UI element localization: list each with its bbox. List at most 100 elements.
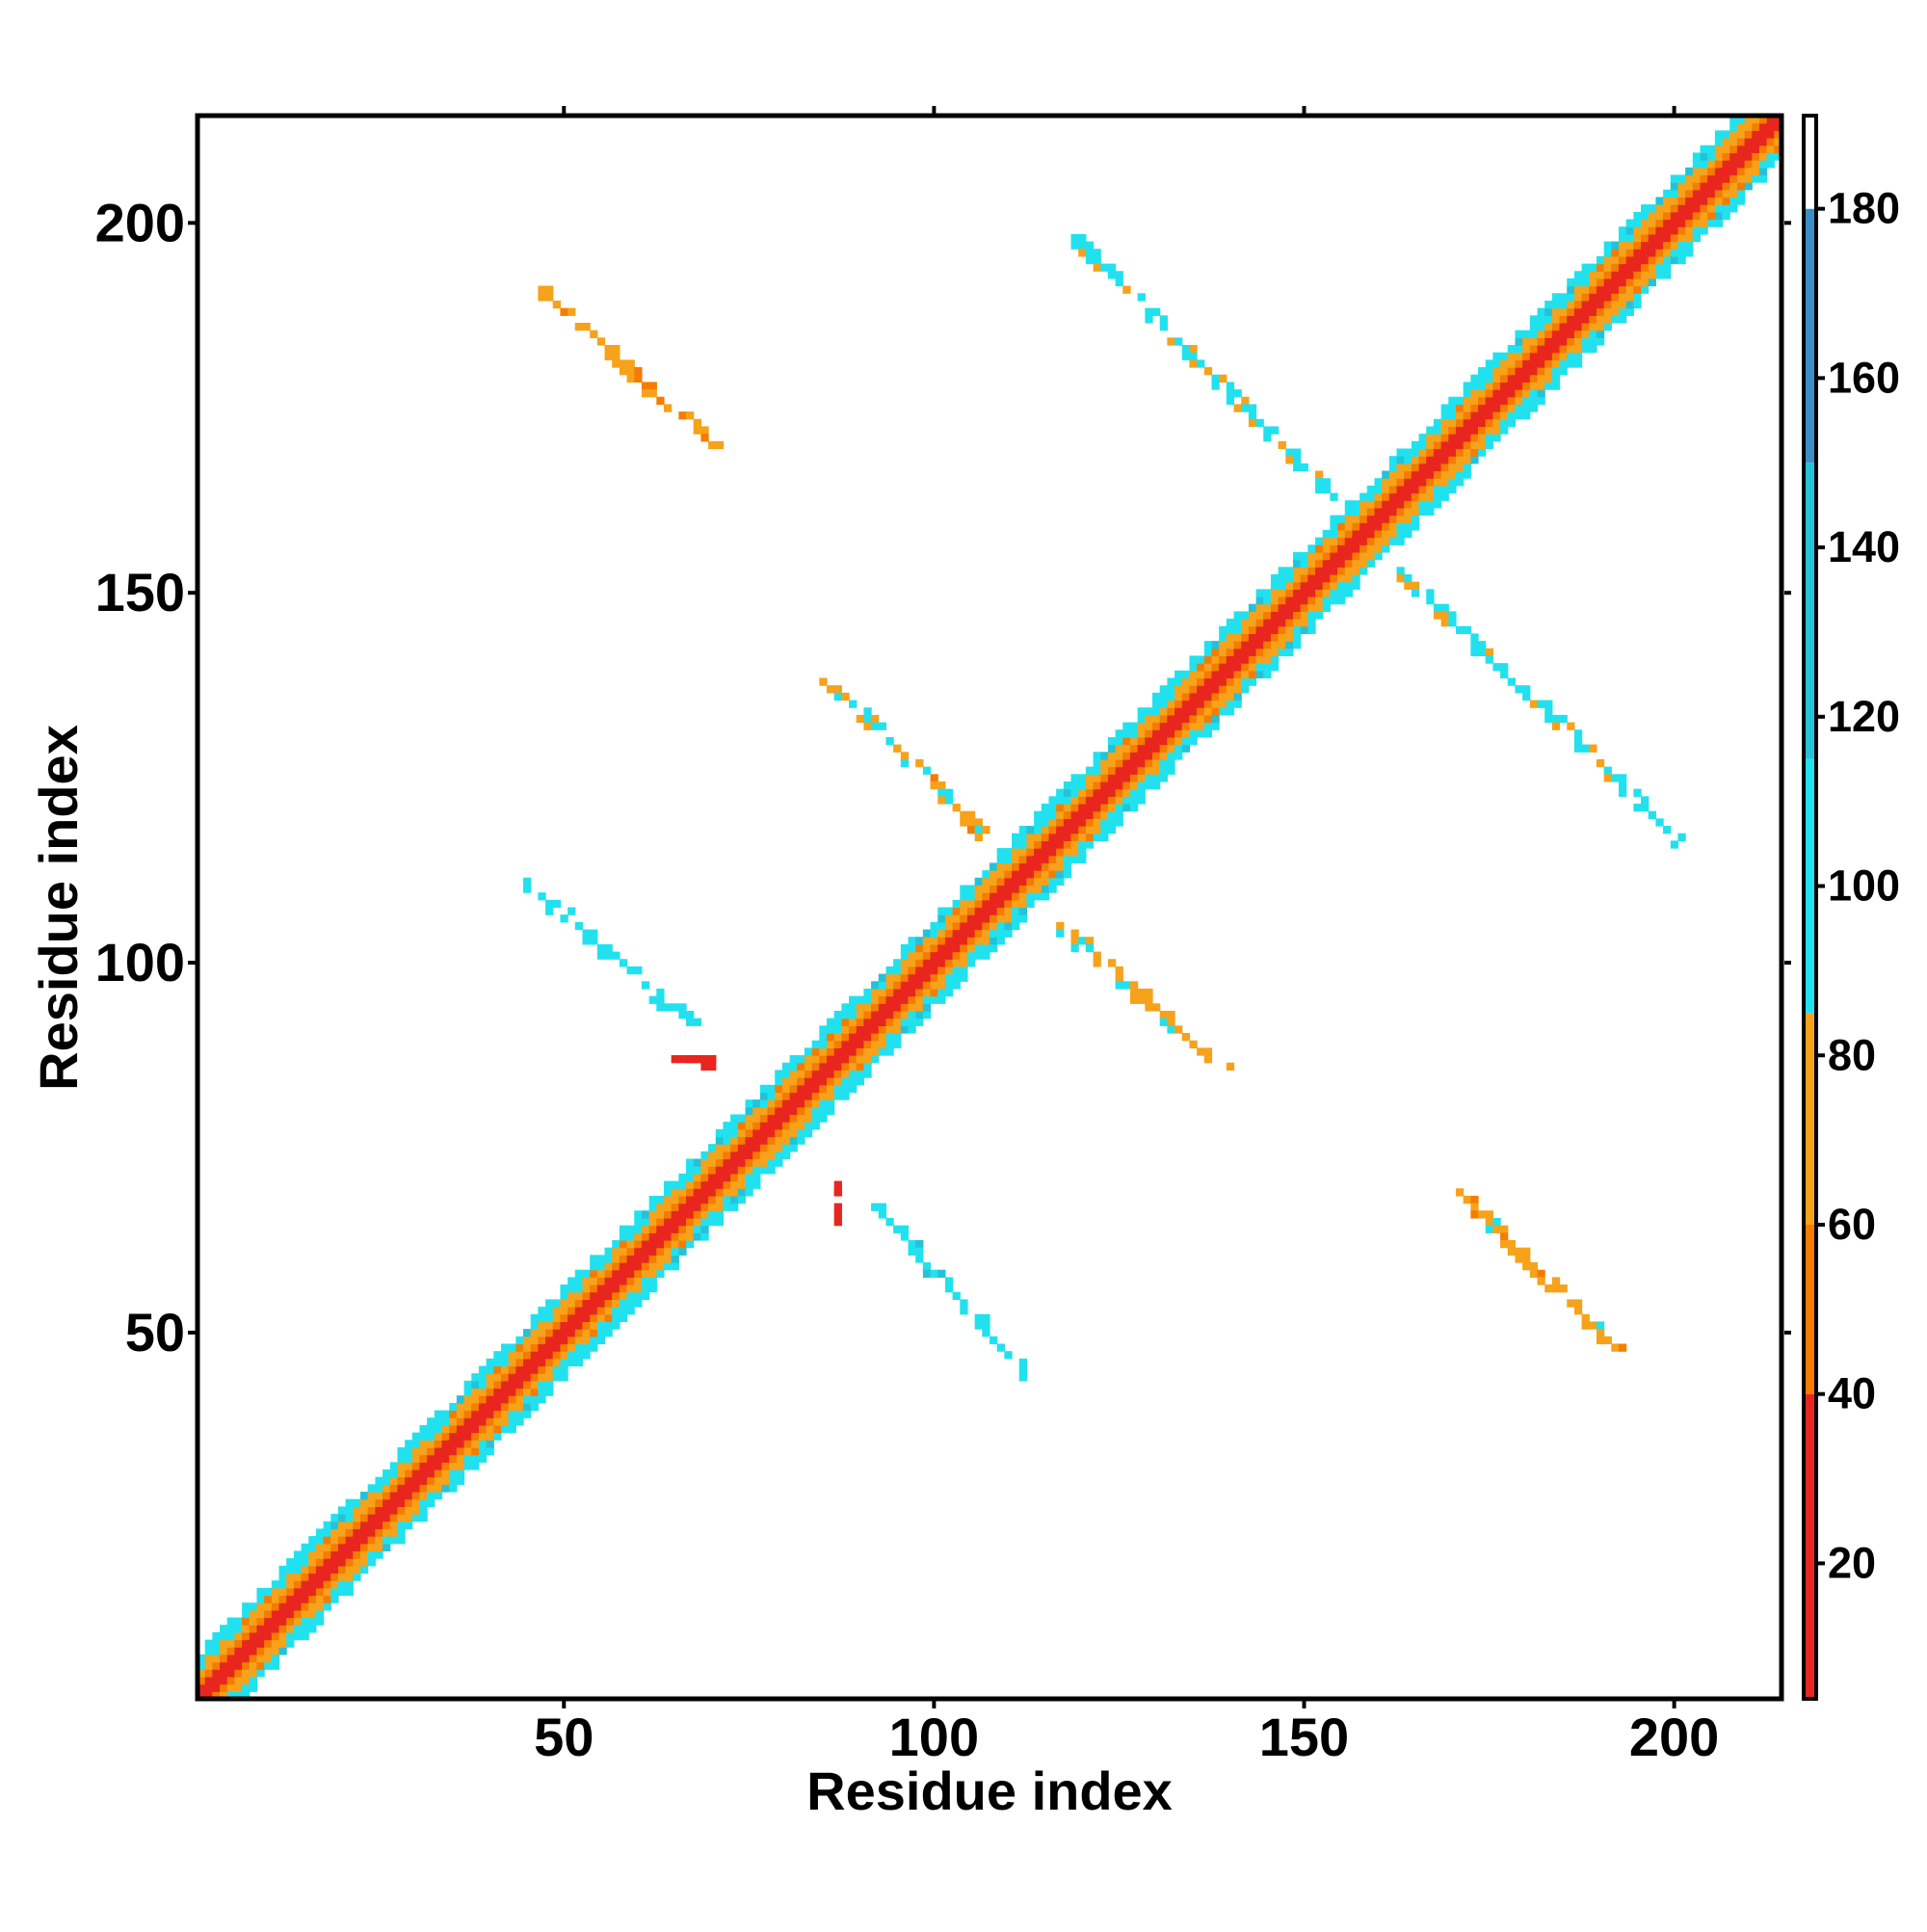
heatmap-cell [775,1136,783,1145]
heatmap-cell [730,1203,739,1211]
heatmap-cell [966,914,976,923]
heatmap-cell [1655,249,1664,257]
heatmap-cell [1078,826,1087,834]
heatmap-cell [1263,619,1272,627]
heatmap-cell [538,1395,546,1404]
heatmap-cell [619,1313,628,1323]
heatmap-cell [1041,877,1050,887]
heatmap-cell [1167,766,1175,775]
heatmap-cell [1596,1336,1605,1345]
heatmap-cell [626,374,635,383]
heatmap-cell [375,1521,383,1530]
heatmap-cell [1018,1365,1028,1374]
heatmap-cell [1515,345,1523,354]
heatmap-cell [856,1077,864,1086]
heatmap-cell [885,1010,894,1019]
heatmap-cell [619,1225,628,1233]
heatmap-cell [1063,870,1072,879]
heatmap-cell [944,959,954,967]
heatmap-cell [626,1232,635,1241]
heatmap-cell [1752,152,1760,161]
heatmap-cell [908,966,916,975]
heatmap-cell [1677,226,1686,235]
heatmap-cell [849,1033,858,1042]
heatmap-cell [678,1195,687,1204]
heatmap-cell [301,1595,309,1603]
heatmap-cell [811,1099,820,1108]
heatmap-cell [486,1388,494,1396]
heatmap-cell [1551,307,1561,316]
heatmap-cell [686,1188,695,1197]
heatmap-cell [1722,174,1730,183]
heatmap-cell [1663,204,1672,213]
heatmap-cell [1018,914,1028,923]
heatmap-cell [427,1446,436,1456]
heatmap-cell [775,1099,783,1108]
heatmap-cell [367,1543,376,1552]
heatmap-cell [678,1210,687,1219]
heatmap-cell [1455,440,1465,450]
heatmap-cell [1063,788,1072,797]
heatmap-cell [1774,116,1782,124]
heatmap-cell [1567,1299,1575,1308]
heatmap-cell [982,1329,990,1337]
heatmap-cell [1167,1025,1175,1034]
heatmap-cell [1663,263,1672,272]
heatmap-cell [1056,796,1065,805]
heatmap-cell [1418,440,1427,450]
heatmap-cell [908,959,916,967]
heatmap-cell [1685,182,1694,191]
heatmap-cell [678,1180,687,1189]
heatmap-cell [996,870,1005,879]
heatmap-cell [693,418,701,428]
heatmap-cell [1470,456,1479,464]
heatmap-cell [308,1550,317,1559]
heatmap-cell [493,1417,502,1426]
heatmap-cell [1603,285,1612,294]
heatmap-cell [715,1180,725,1189]
heatmap-cell [841,1047,850,1056]
heatmap-cell [1388,515,1398,523]
heatmap-cell [1189,345,1198,354]
heatmap-cell [383,1484,391,1493]
heatmap-cell [1522,692,1531,701]
heatmap-cell [360,1528,369,1537]
heatmap-cell [856,1018,864,1026]
heatmap-cell [1197,722,1205,730]
heatmap-cell [619,1232,628,1241]
heatmap-cell [804,1062,813,1072]
heatmap-cell [1189,700,1198,708]
heatmap-cell [1440,492,1449,501]
heatmap-cell [1418,456,1427,464]
heatmap-cell [960,921,968,931]
heatmap-cell [1129,981,1139,990]
heatmap-cell [515,1388,524,1396]
heatmap-cell [1433,463,1442,472]
heatmap-cell [568,1321,576,1330]
heatmap-cell [974,914,983,923]
heatmap-cell [885,995,894,1004]
heatmap-cell [871,1040,880,1048]
x-axis-title: Residue index [806,1760,1173,1821]
heatmap-cell [781,1099,791,1108]
heatmap-cell [301,1609,309,1619]
heatmap-cell [885,736,894,746]
heatmap-cell [1129,736,1139,746]
heatmap-cell [367,1484,376,1493]
heatmap-cell [590,929,598,938]
heatmap-cell [1233,648,1242,657]
heatmap-cell [411,1506,421,1515]
colorbar-band [1804,758,1816,1014]
heatmap-cell [1522,374,1531,383]
heatmap-cell [1181,729,1191,738]
heatmap-cell [745,1106,753,1116]
heatmap-cell [1625,271,1634,279]
heatmap-cell [663,404,673,412]
heatmap-cell [1700,152,1708,161]
heatmap-cell [944,951,954,960]
heatmap-cell [1034,885,1043,893]
heatmap-cell [811,1055,820,1064]
heatmap-cell [1492,434,1501,442]
heatmap-cell [900,966,910,975]
heatmap-cell [1248,633,1257,642]
